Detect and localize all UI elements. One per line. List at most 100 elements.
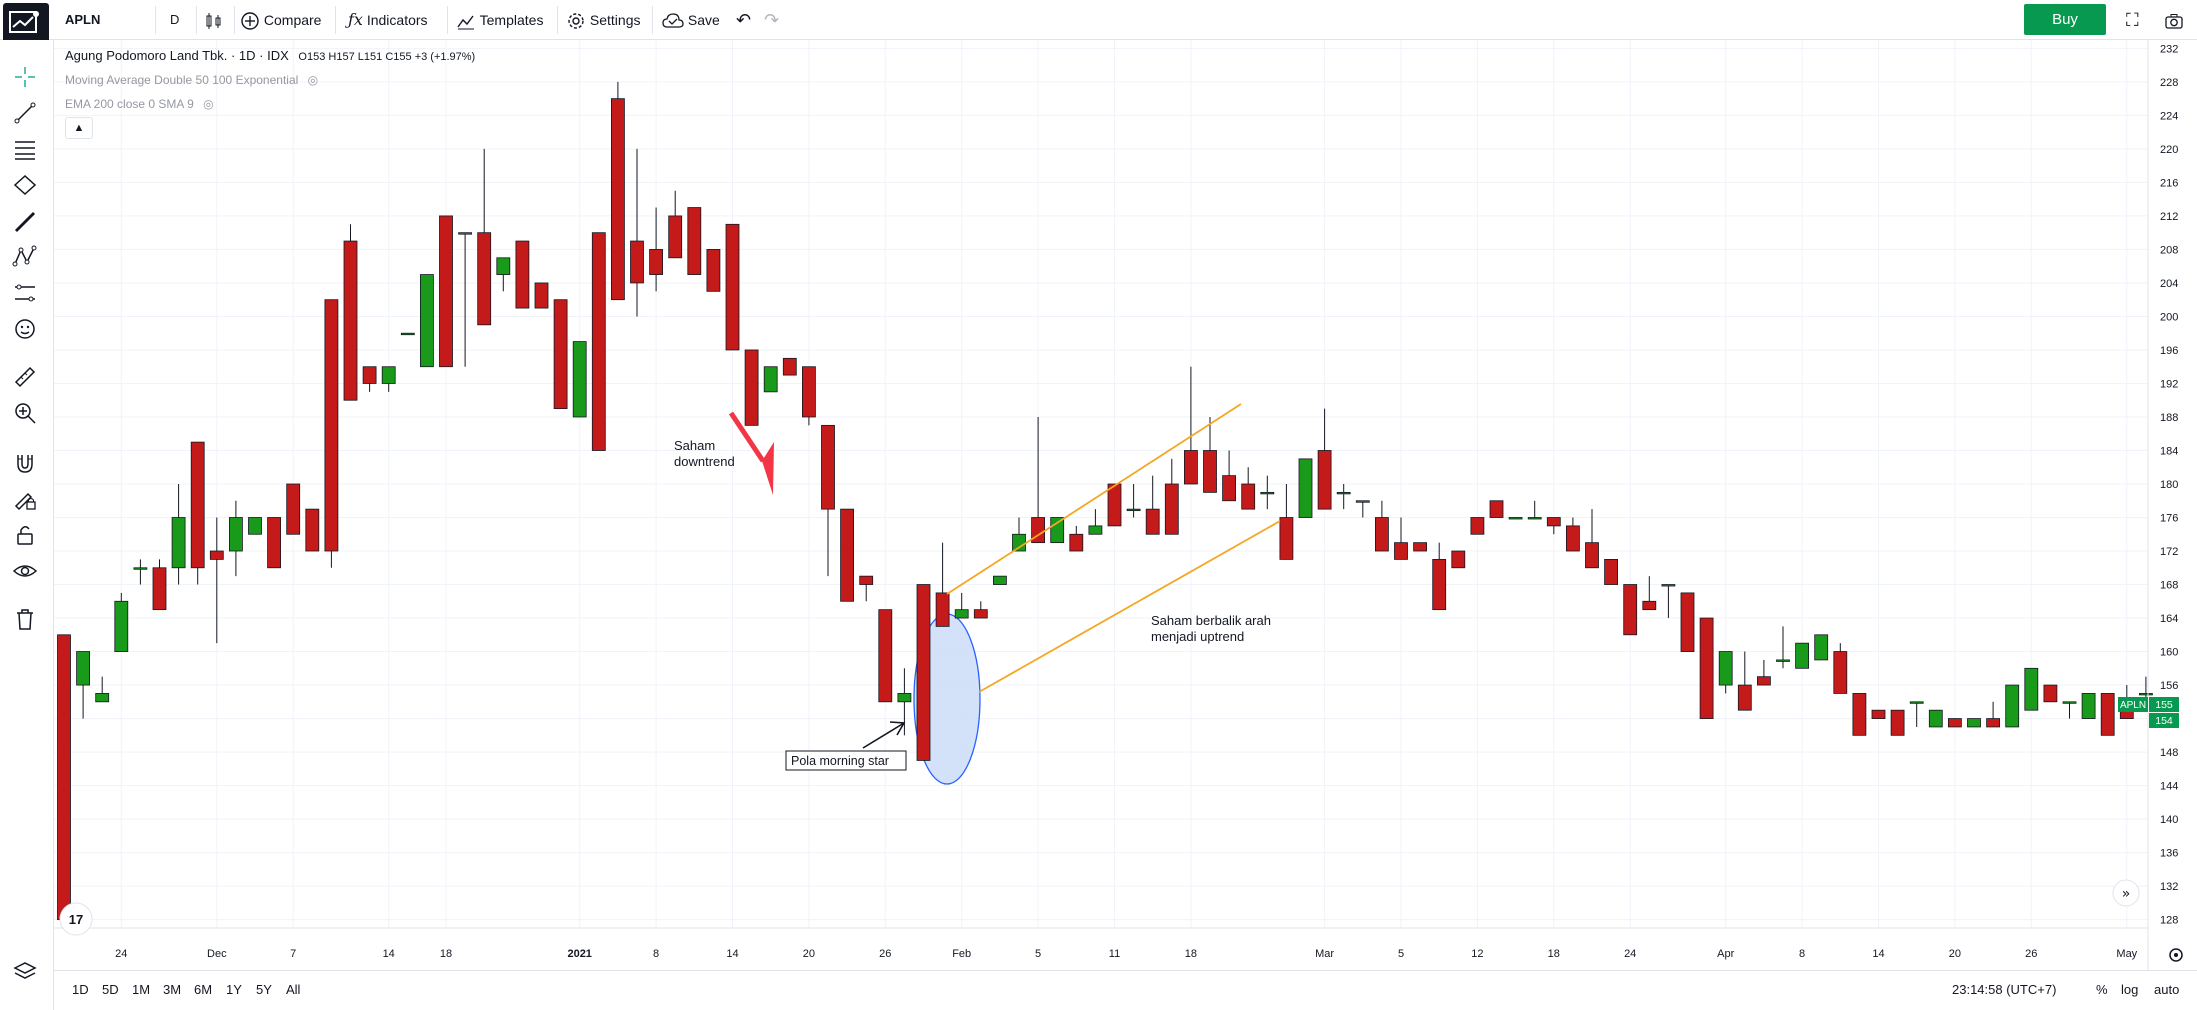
candle[interactable] <box>1986 701 2000 728</box>
camera-icon[interactable] <box>2164 0 2184 40</box>
candle[interactable] <box>725 223 740 351</box>
candle[interactable] <box>611 81 625 301</box>
candle[interactable] <box>419 274 434 368</box>
candle[interactable] <box>1604 558 1618 585</box>
candle[interactable] <box>1948 718 1962 728</box>
legend-indicator-ema[interactable]: EMA 200 close 0 SMA 9 ◎ <box>65 97 214 111</box>
candle[interactable] <box>1623 584 1638 636</box>
candle[interactable] <box>1164 458 1179 535</box>
candle[interactable] <box>458 232 473 367</box>
candle[interactable] <box>973 601 988 619</box>
candle[interactable] <box>2005 684 2020 728</box>
candle[interactable] <box>1222 450 1236 502</box>
candle[interactable] <box>76 651 91 719</box>
legend-main[interactable]: Agung Podomoro Land Tbk. · 1D · IDX O153… <box>65 48 475 63</box>
lock-drawing-icon[interactable] <box>12 486 38 512</box>
candle[interactable] <box>1833 643 1848 694</box>
candle[interactable] <box>706 249 721 292</box>
candle[interactable] <box>496 257 511 292</box>
undo-icon[interactable]: ↶ <box>736 10 752 30</box>
candle[interactable] <box>572 341 587 418</box>
eye-off-icon[interactable]: ◎ <box>203 97 214 111</box>
candle[interactable] <box>859 575 874 602</box>
candle[interactable] <box>209 517 224 644</box>
candle[interactable] <box>916 584 931 761</box>
candle[interactable] <box>1031 416 1045 544</box>
candle[interactable] <box>267 517 282 569</box>
range-3m-button[interactable]: 3M <box>163 982 182 997</box>
candle[interactable] <box>1967 718 1981 728</box>
templates-button[interactable]: Templates <box>456 0 543 40</box>
range-5y-button[interactable]: 5Y <box>256 982 272 997</box>
candle[interactable] <box>305 508 320 552</box>
candle[interactable] <box>1298 458 1313 518</box>
candle[interactable] <box>782 357 797 376</box>
candle[interactable] <box>935 542 950 627</box>
candle[interactable] <box>152 559 167 611</box>
redo-icon[interactable]: ↷ <box>764 10 780 30</box>
prediction-icon[interactable] <box>12 280 38 306</box>
candle[interactable] <box>630 148 644 317</box>
layers-icon[interactable] <box>12 958 38 984</box>
downtrend-arrow[interactable] <box>728 411 774 495</box>
zoom-in-icon[interactable] <box>12 400 38 426</box>
range-5d-button[interactable]: 5D <box>102 982 119 997</box>
candle[interactable] <box>1814 634 1829 661</box>
candle[interactable] <box>687 207 702 275</box>
chart-type-icon[interactable] <box>204 0 224 40</box>
candle[interactable] <box>1394 517 1408 560</box>
settings-button[interactable]: Settings <box>566 0 640 40</box>
annotation-uptrend-line2[interactable]: menjadi uptrend <box>1151 629 1244 644</box>
eye-icon[interactable] <box>12 558 38 584</box>
axis-settings-icon[interactable] <box>2169 948 2183 962</box>
candle[interactable] <box>802 366 816 426</box>
candle[interactable] <box>534 282 549 309</box>
indicators-button[interactable]: ƒx Indicators <box>348 0 428 40</box>
candle[interactable] <box>57 634 71 921</box>
candle[interactable] <box>1928 709 1943 728</box>
candle[interactable] <box>878 609 893 703</box>
candle[interactable] <box>1566 517 1580 552</box>
price-axis[interactable]: 1281321361401441481521561601641681721761… <box>2160 43 2178 926</box>
candle[interactable] <box>1546 517 1561 535</box>
candle[interactable] <box>1699 617 1714 719</box>
channel-upper-line[interactable] <box>946 403 1242 595</box>
fullscreen-icon[interactable]: ⛶ <box>2126 10 2139 30</box>
range-1y-button[interactable]: 1Y <box>226 982 242 997</box>
annotation-downtrend-line1[interactable]: Saham <box>674 438 715 453</box>
candle[interactable] <box>1680 592 1695 652</box>
auto-toggle[interactable]: auto <box>2154 982 2180 997</box>
candle[interactable] <box>2100 693 2115 736</box>
candle[interactable] <box>1413 542 1427 552</box>
candle[interactable] <box>1432 542 1447 611</box>
percent-toggle[interactable]: % <box>2096 982 2108 997</box>
candle[interactable] <box>1852 693 1867 736</box>
annotation-downtrend-line2[interactable]: downtrend <box>674 454 735 469</box>
candle[interactable] <box>343 224 358 401</box>
candle[interactable] <box>1184 366 1198 485</box>
lock-icon[interactable] <box>12 522 38 548</box>
annotation-morning-star-box[interactable]: Pola morning star <box>785 750 907 771</box>
candle[interactable] <box>1871 709 1886 719</box>
interval-button[interactable]: D <box>170 12 180 27</box>
candle[interactable] <box>668 190 683 259</box>
candle[interactable] <box>133 559 148 585</box>
candle[interactable] <box>993 575 1007 585</box>
candle[interactable] <box>763 366 778 393</box>
candle[interactable] <box>2043 684 2058 703</box>
candle[interactable] <box>515 240 530 309</box>
candle[interactable] <box>286 483 301 535</box>
candle[interactable] <box>821 424 835 577</box>
candle[interactable] <box>114 592 129 652</box>
candle[interactable] <box>1241 467 1256 510</box>
buy-button[interactable]: Buy <box>2024 4 2106 35</box>
candle[interactable] <box>1375 500 1389 552</box>
range-1m-button[interactable]: 1M <box>132 982 151 997</box>
time-axis[interactable]: 24 Dec 7 14 18 2021 8 14 20 26 Feb 5 11 18 Mar 5 12 18 24 A… <box>115 948 2138 960</box>
candle[interactable] <box>1050 517 1065 544</box>
symbol-search[interactable]: APLN <box>65 12 101 27</box>
candle[interactable] <box>1508 517 1523 520</box>
range-1d-button[interactable]: 1D <box>72 982 89 997</box>
candle[interactable] <box>381 366 396 392</box>
candle[interactable] <box>95 676 110 703</box>
